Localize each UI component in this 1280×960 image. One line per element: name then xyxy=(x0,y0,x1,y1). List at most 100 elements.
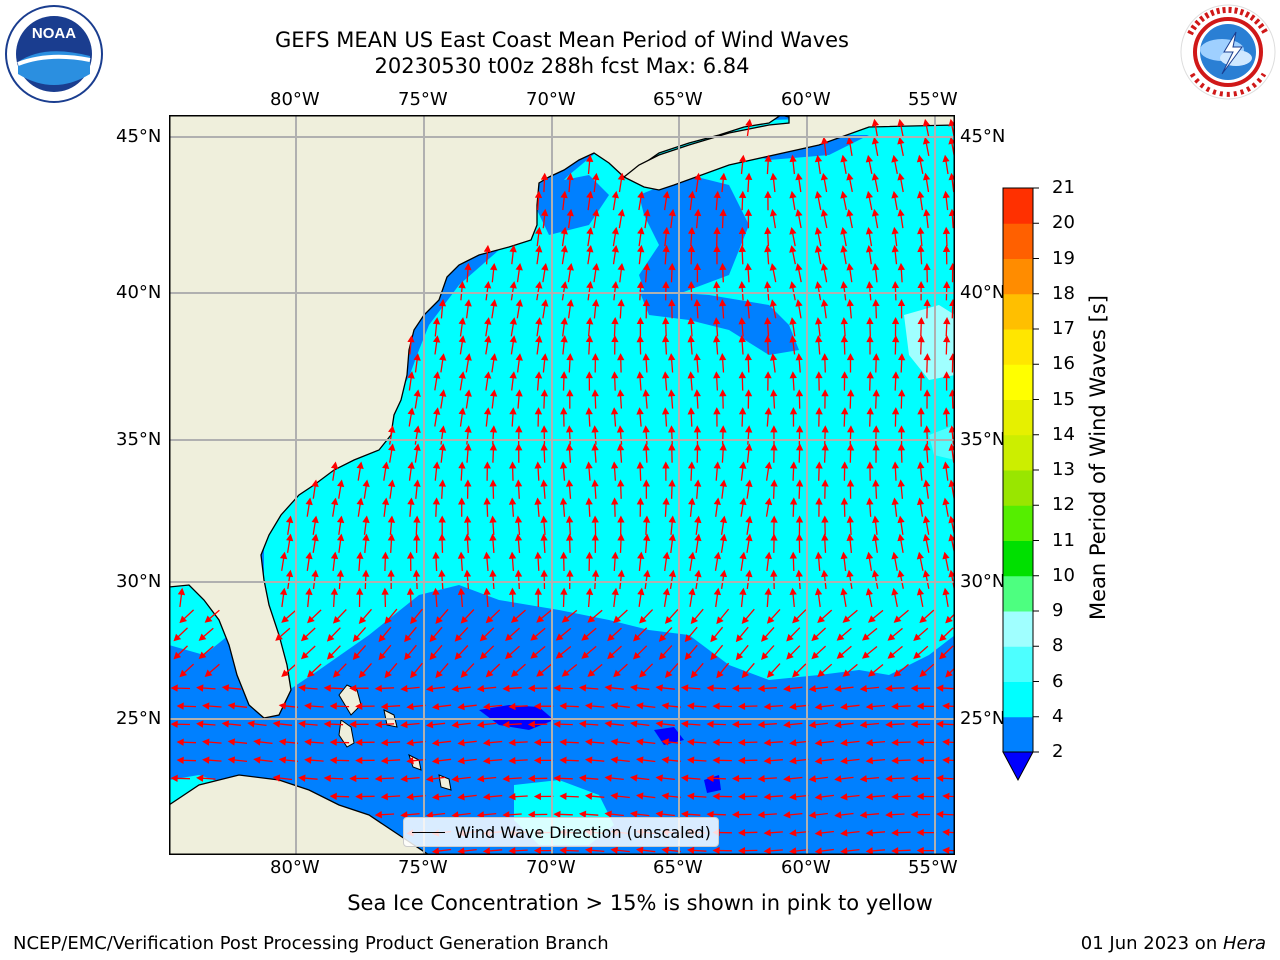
wind-wave-arrow xyxy=(374,720,395,729)
wind-wave-arrow xyxy=(484,371,492,391)
wind-wave-arrow xyxy=(591,298,600,319)
wind-wave-arrow xyxy=(847,425,855,445)
wind-wave-arrow xyxy=(891,461,899,481)
wind-wave-arrow xyxy=(668,425,676,445)
wind-wave-arrow xyxy=(910,810,931,819)
wind-wave-arrow xyxy=(559,702,579,710)
wind-wave-arrow xyxy=(380,792,401,801)
wind-wave-arrow xyxy=(412,569,421,590)
wind-wave-arrow xyxy=(744,425,753,445)
wind-wave-arrow xyxy=(713,587,722,608)
wind-wave-arrow xyxy=(661,407,670,427)
wind-wave-arrow xyxy=(300,627,316,642)
wind-wave-arrow xyxy=(872,479,880,499)
wind-wave-arrow xyxy=(585,497,593,517)
wind-wave-arrow xyxy=(413,425,421,445)
map-plot xyxy=(169,115,955,855)
wind-wave-arrow xyxy=(731,810,752,819)
wind-wave-arrow xyxy=(629,684,650,692)
wind-wave-arrow xyxy=(891,497,899,517)
wind-wave-arrow xyxy=(407,461,415,481)
wind-wave-arrow xyxy=(381,551,389,572)
wind-wave-arrow xyxy=(413,533,421,553)
wind-wave-arrow xyxy=(917,226,925,247)
wind-wave-arrow xyxy=(814,154,823,175)
wind-wave-arrow xyxy=(739,154,747,175)
lon-label-bottom: 70°W xyxy=(526,857,576,878)
wind-wave-arrow xyxy=(253,738,273,746)
wind-wave-arrow xyxy=(560,281,568,301)
wind-wave-arrow xyxy=(515,425,523,445)
wind-wave-arrow xyxy=(617,479,625,499)
wind-wave-arrow xyxy=(323,684,344,692)
wind-wave-arrow xyxy=(942,226,951,247)
wind-wave-arrow xyxy=(786,645,801,660)
wind-wave-arrow xyxy=(406,757,426,765)
wind-wave-arrow xyxy=(362,479,370,499)
wind-wave-arrow xyxy=(298,720,318,728)
wind-wave-arrow xyxy=(815,335,823,355)
wind-wave-arrow xyxy=(916,846,937,855)
wind-wave-arrow xyxy=(859,684,880,693)
wind-wave-arrow xyxy=(866,316,874,337)
wind-wave-arrow xyxy=(356,461,364,481)
wind-wave-arrow xyxy=(719,389,727,409)
sea-ice-note: Sea Ice Concentration > 15% is shown in … xyxy=(347,891,933,915)
wind-wave-arrow xyxy=(566,208,574,229)
wind-wave-arrow xyxy=(514,479,523,499)
wind-wave-arrow xyxy=(770,425,778,445)
wind-wave-arrow xyxy=(463,533,472,553)
wind-wave-arrow xyxy=(586,190,594,211)
wind-wave-arrow xyxy=(761,645,775,660)
wind-wave-arrow xyxy=(451,811,471,819)
lat-label-left: 45°N xyxy=(116,126,162,147)
map-frame xyxy=(169,115,955,855)
wind-wave-arrow xyxy=(221,720,242,728)
wind-wave-arrow xyxy=(808,775,828,783)
wind-wave-arrow xyxy=(176,702,197,710)
wind-wave-arrow xyxy=(463,569,472,590)
wind-wave-arrow xyxy=(808,684,828,693)
wind-wave-arrow xyxy=(439,425,447,445)
wind-wave-arrow xyxy=(534,497,542,517)
wind-wave-arrow xyxy=(439,389,447,409)
wind-wave-arrow xyxy=(840,190,848,211)
wind-wave-arrow xyxy=(820,299,829,319)
wind-wave-arrow xyxy=(757,720,777,729)
wind-wave-arrow xyxy=(585,551,594,572)
wind-wave-arrow xyxy=(866,371,874,391)
wind-wave-arrow xyxy=(945,612,955,624)
wind-wave-arrow xyxy=(783,775,803,783)
wind-wave-arrow xyxy=(510,663,526,678)
wind-wave-arrow xyxy=(176,756,197,764)
wind-wave-arrow xyxy=(587,663,603,677)
wind-wave-arrow xyxy=(764,226,772,247)
wind-wave-arrow xyxy=(533,702,554,710)
wind-wave-arrow xyxy=(942,154,950,175)
wind-wave-arrow xyxy=(871,208,880,229)
wind-wave-arrow xyxy=(413,443,421,463)
land-nova-scotia xyxy=(622,115,955,191)
wind-wave-arrow xyxy=(464,262,472,283)
wind-wave-arrow xyxy=(431,703,452,711)
wind-wave-arrow xyxy=(766,608,781,624)
wind-wave-arrow xyxy=(897,569,905,589)
wind-wave-arrow xyxy=(840,793,860,801)
wind-wave-arrow xyxy=(814,245,822,265)
wind-wave-arrow xyxy=(770,515,778,535)
wind-wave-arrow xyxy=(738,335,746,355)
wind-wave-arrow xyxy=(712,756,732,764)
wind-wave-arrow xyxy=(892,335,900,355)
wind-wave-arrow xyxy=(352,626,367,642)
wind-wave-arrow xyxy=(454,645,469,660)
wind-wave-arrow xyxy=(642,353,650,373)
wind-wave-arrow xyxy=(616,389,625,409)
colorbar-tick-label: 20 xyxy=(1052,212,1075,234)
wind-wave-arrow xyxy=(706,720,726,728)
wind-wave-arrow xyxy=(637,587,645,607)
wind-wave-arrow xyxy=(502,684,522,693)
wind-wave-arrow xyxy=(591,569,600,590)
wind-wave-arrow xyxy=(458,281,466,301)
wind-wave-arrow xyxy=(840,154,848,175)
wind-wave-arrow xyxy=(834,811,854,819)
